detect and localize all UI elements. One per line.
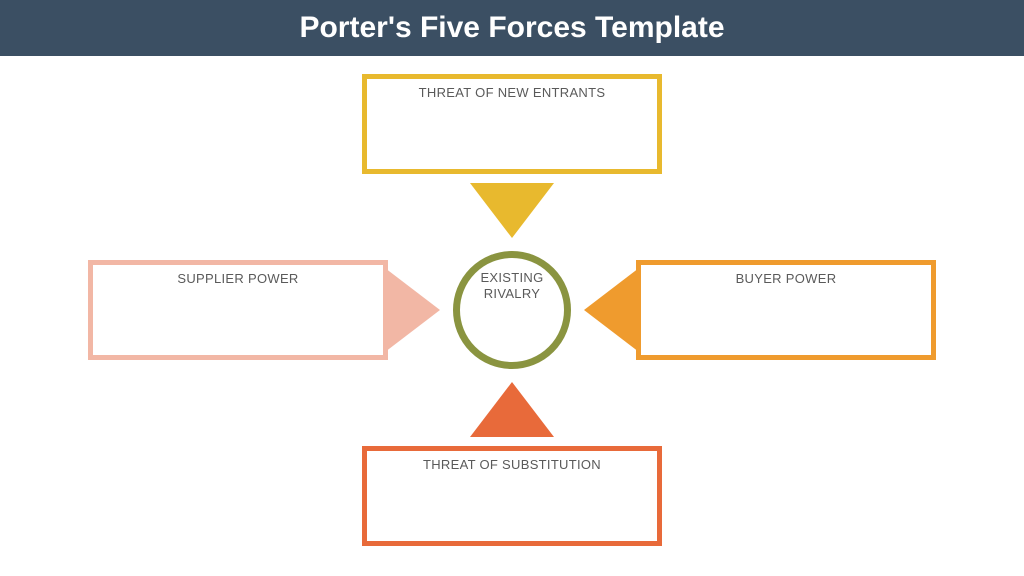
force-box-new-entrants: THREAT OF NEW ENTRANTS <box>362 74 662 174</box>
force-label-supplier-power: SUPPLIER POWER <box>93 265 383 286</box>
force-box-supplier-power: SUPPLIER POWER <box>88 260 388 360</box>
arrow-right-icon <box>385 268 440 352</box>
center-label-line1: EXISTING <box>480 270 543 286</box>
force-box-substitution: THREAT OF SUBSTITUTION <box>362 446 662 546</box>
arrow-left-icon <box>584 268 639 352</box>
force-label-buyer-power: BUYER POWER <box>641 265 931 286</box>
force-label-new-entrants: THREAT OF NEW ENTRANTS <box>367 79 657 100</box>
diagram-canvas: Porter's Five Forces Template THREAT OF … <box>0 0 1024 576</box>
arrow-up-icon <box>470 382 554 437</box>
page-title-bar: Porter's Five Forces Template <box>0 0 1024 56</box>
page-title: Porter's Five Forces Template <box>299 11 724 45</box>
force-box-buyer-power: BUYER POWER <box>636 260 936 360</box>
force-label-substitution: THREAT OF SUBSTITUTION <box>367 451 657 472</box>
arrow-down-icon <box>470 183 554 238</box>
center-label-line2: RIVALRY <box>484 286 541 302</box>
center-circle-rivalry: EXISTING RIVALRY <box>453 251 571 369</box>
